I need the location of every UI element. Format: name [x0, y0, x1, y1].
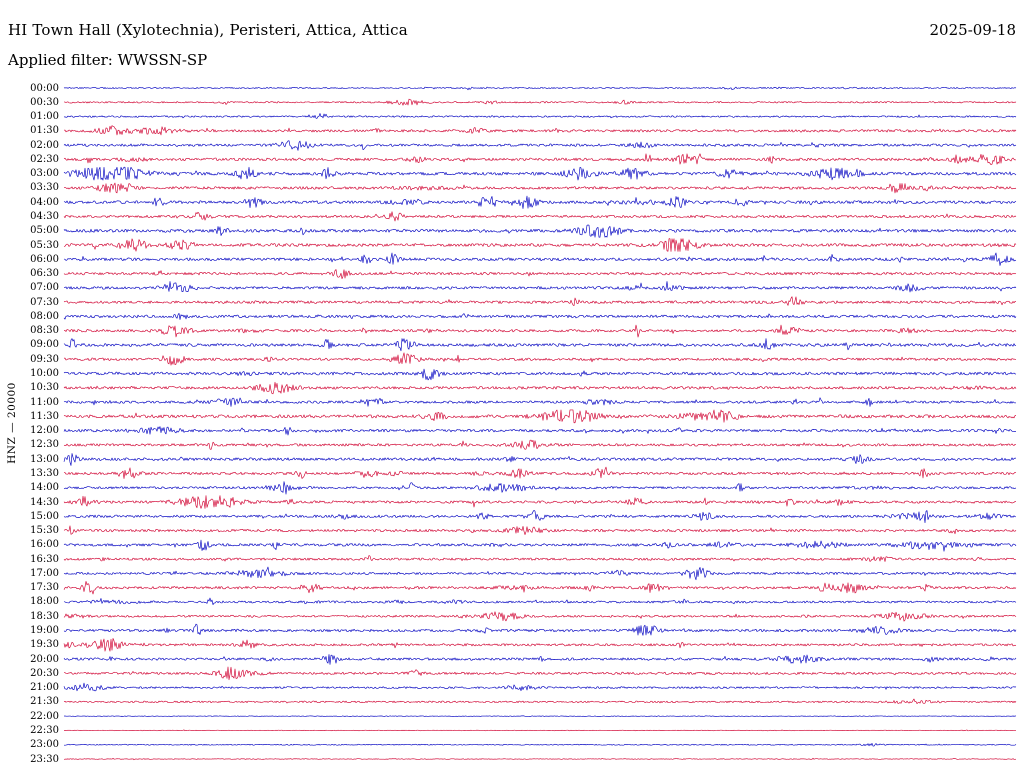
seismogram-page: HI Town Hall (Xylotechnia), Peristeri, A… — [0, 0, 1024, 780]
seismogram-canvas — [0, 0, 1024, 780]
